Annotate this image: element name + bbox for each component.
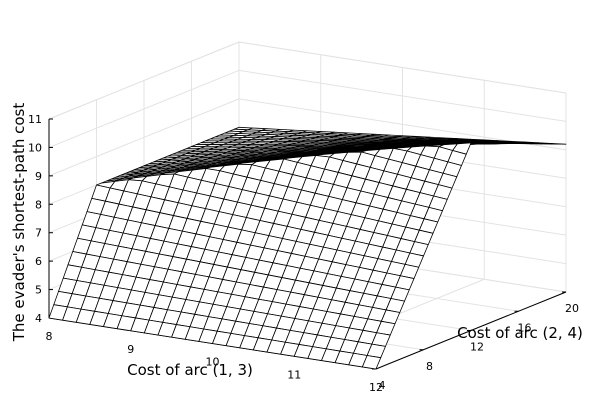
x-axis-title: Cost of arc (1, 3) [127, 361, 253, 379]
x-tick-label: 12 [369, 381, 383, 394]
z-tick-label: 4 [35, 312, 42, 325]
pane-edge [238, 41, 567, 94]
x-tick-label: 11 [287, 368, 301, 381]
grid-line [48, 69, 240, 148]
z-tick-label: 7 [35, 227, 42, 240]
z-tick-label: 8 [35, 198, 42, 211]
y-tick-label: 20 [565, 302, 579, 315]
x-tick-label: 9 [127, 343, 134, 356]
grid-line [48, 98, 240, 177]
z-tick-label: 6 [35, 255, 42, 268]
y-tick-label: 12 [470, 341, 484, 354]
pane-edge [48, 41, 240, 120]
z-tick-label: 5 [35, 284, 42, 297]
y-tick-label: 8 [426, 360, 433, 373]
y-tick-label: 16 [518, 321, 532, 334]
surface-facet [361, 355, 382, 370]
z-tick-label: 11 [28, 113, 42, 126]
x-tick-label: 10 [206, 356, 220, 369]
z-tick-label: 10 [28, 141, 42, 154]
y-tick-label: 4 [379, 379, 386, 392]
z-tick-label: 9 [35, 170, 42, 183]
surface-mesh [48, 126, 567, 370]
x-tick-label: 8 [46, 330, 53, 343]
y-axis-title: Cost of arc (2, 4) [457, 324, 583, 342]
z-axis-title: The evader's shortest-path cost [10, 103, 28, 343]
